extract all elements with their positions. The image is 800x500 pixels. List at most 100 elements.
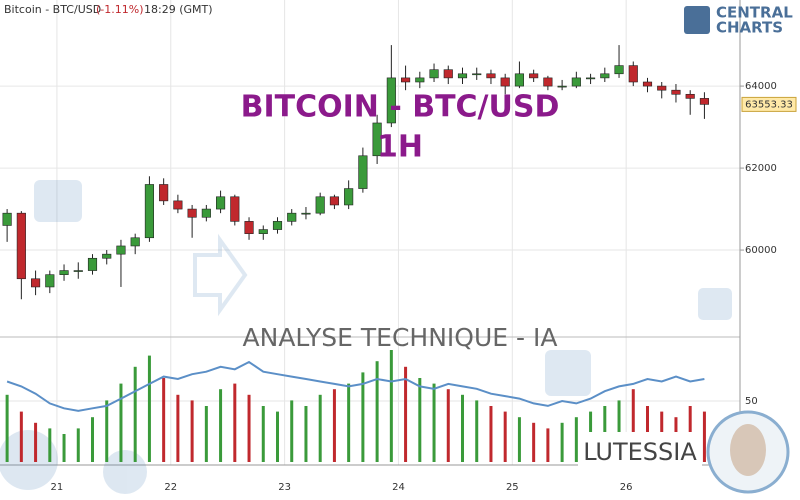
volume-bar: [304, 406, 308, 462]
grid: [0, 0, 740, 465]
candle-body: [287, 212, 297, 222]
candle-body: [216, 196, 226, 210]
volume-bar: [489, 406, 493, 462]
logo-text: CENTRAL: [716, 4, 793, 22]
brand-box: [578, 432, 702, 472]
x-tick-label: 21: [51, 482, 64, 493]
header-symbol: Bitcoin - BTC/USD: [4, 3, 101, 16]
volume-bar: [418, 378, 422, 462]
candle-body: [73, 270, 83, 272]
volume-bar: [446, 389, 450, 462]
candle-body: [671, 89, 681, 95]
logo-text: CHARTS: [716, 19, 783, 37]
candle-body: [401, 77, 411, 83]
candle-body: [130, 237, 140, 247]
volume-bar: [631, 389, 635, 462]
volume-bar: [546, 428, 550, 462]
x-tick-label: 24: [392, 482, 405, 493]
y-tick-label: 60000: [745, 245, 777, 256]
annotation: ANALYSE TECHNIQUE - IA: [243, 323, 558, 352]
brand: LUTESSIA: [583, 438, 697, 466]
candle-body: [699, 98, 709, 105]
volume-bar: [91, 417, 94, 462]
volume-bar: [105, 400, 109, 462]
candle-body: [187, 208, 197, 218]
volume-bar: [62, 434, 66, 462]
candle-body: [272, 221, 283, 230]
volume-bar: [475, 400, 479, 462]
candle-body: [201, 208, 211, 218]
volume-bar: [375, 361, 379, 462]
candle-body: [443, 69, 453, 79]
volume-bar: [119, 383, 123, 462]
volume-bar: [290, 400, 294, 462]
candle-body: [116, 245, 126, 255]
x-tick-label: 25: [506, 482, 519, 493]
watermark-circle: [0, 430, 58, 490]
candle-body: [514, 73, 524, 87]
volume-bar: [233, 383, 237, 462]
volume-bar: [19, 411, 23, 462]
candle-body: [486, 73, 496, 79]
candle-body: [685, 93, 695, 99]
volume-bar: [34, 422, 38, 462]
candle-body: [87, 257, 98, 271]
volume-bar: [133, 366, 137, 462]
watermark-circle: [103, 450, 147, 494]
candle-body: [571, 77, 581, 87]
candle-body: [657, 85, 667, 91]
candle-body: [600, 73, 610, 79]
volume-bar: [261, 406, 265, 462]
watermark-arrow: [193, 233, 248, 317]
volume-bar: [162, 378, 166, 462]
volume-bar: [404, 366, 408, 462]
volume-bar: [176, 394, 180, 462]
volume-bar: [617, 400, 621, 462]
x-tick-label: 26: [620, 482, 633, 493]
candle-body: [429, 69, 439, 79]
volume-bar: [702, 411, 706, 462]
watermark-icon: [698, 288, 732, 320]
candle-body: [258, 229, 268, 234]
volume-bar: [219, 389, 223, 462]
volume-bar: [190, 400, 194, 462]
volume-bar: [361, 372, 365, 462]
chart-title: BITCOIN - BTC/USD: [241, 90, 560, 125]
avatar-face: [730, 424, 766, 476]
volume-bar: [332, 389, 336, 462]
chart-subtitle: 1H: [377, 130, 423, 165]
candle-body: [500, 77, 510, 87]
volume-bar: [389, 350, 393, 462]
candle-body: [329, 196, 339, 206]
candle-body: [315, 196, 325, 214]
candle-body: [614, 65, 624, 75]
volume-bar: [5, 394, 9, 462]
volume-bar: [318, 394, 322, 462]
candle-body: [45, 274, 55, 288]
candle-body: [301, 212, 311, 215]
candle-body: [244, 221, 254, 234]
candle-body: [2, 212, 12, 226]
price-tag: [741, 96, 797, 112]
volume-bar: [204, 406, 208, 462]
watermark-icon: [545, 350, 591, 396]
volume-bar: [48, 428, 52, 462]
y-tick-label: 62000: [745, 163, 777, 174]
volume-bar: [503, 411, 507, 462]
volume-bar: [461, 394, 464, 462]
candle-body: [230, 196, 240, 222]
volume-bar: [574, 417, 578, 462]
candle-body: [344, 188, 354, 206]
candle-body: [529, 73, 539, 79]
candle-body: [543, 77, 553, 87]
candle-body: [415, 77, 425, 83]
candle-body: [372, 122, 382, 157]
candle-body: [31, 278, 41, 288]
candle-body: [457, 73, 468, 79]
candle-body: [472, 73, 482, 76]
candle-body: [386, 77, 396, 124]
volume-bar: [347, 383, 351, 462]
volume-bar: [432, 383, 436, 462]
candle-body: [159, 184, 169, 202]
